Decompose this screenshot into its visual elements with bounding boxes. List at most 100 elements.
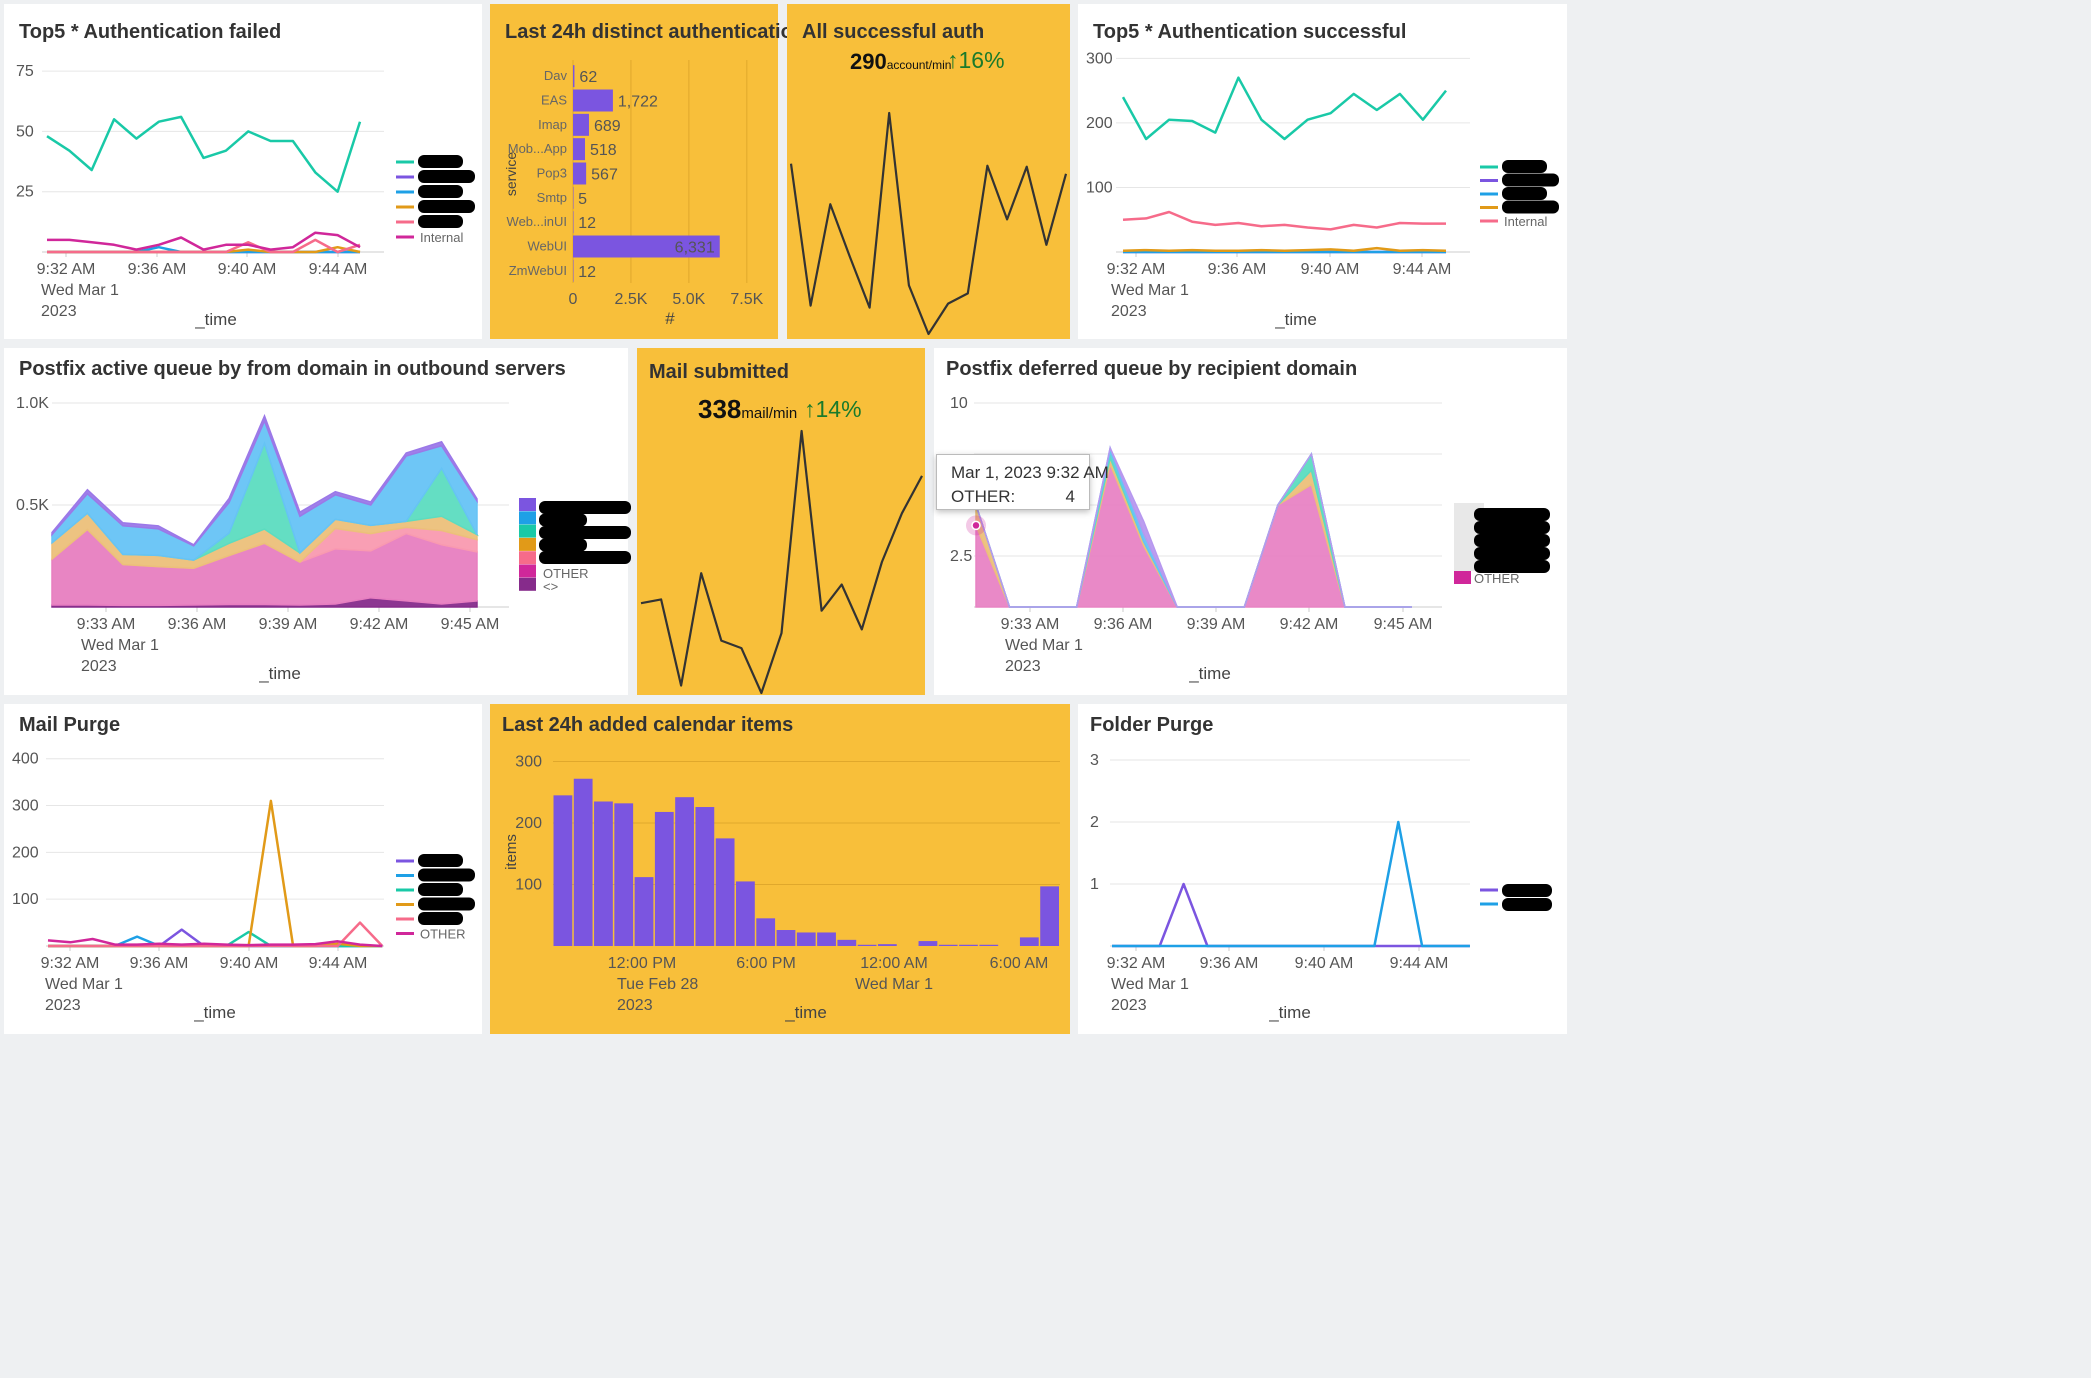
tooltip-time: Mar 1, 2023 9:32 AM bbox=[951, 463, 1109, 482]
y-tick-label: 200 bbox=[12, 844, 39, 861]
trend-indicator: ↑16% bbox=[947, 47, 1005, 74]
y-tick-label: 2.5 bbox=[950, 548, 972, 565]
legend-swatch bbox=[519, 511, 536, 525]
x-tick-label: 12:00 PM bbox=[608, 955, 676, 972]
bar-value-label: 12 bbox=[578, 264, 596, 281]
x-axis-title: # bbox=[665, 309, 675, 328]
y-axis-title: items bbox=[503, 834, 520, 870]
y-category-label: Imap bbox=[538, 117, 567, 132]
calendar-chart[interactable]: 300 200 100 12:00 PM Tue Feb 28 2023 6:00 PM 12… bbox=[490, 704, 1070, 1034]
bar-Imap bbox=[573, 113, 589, 136]
y-category-label: Web...inUI bbox=[507, 214, 567, 229]
x-tick-label: 9:32 AM bbox=[1107, 955, 1166, 972]
x-axis-title: _time bbox=[1268, 1003, 1311, 1022]
x-tick-label: 9:32 AM bbox=[1107, 261, 1166, 278]
x-tick-label: 9:40 AM bbox=[1301, 261, 1360, 278]
panel-auth-success: Top5 * Authentication successful 300 200 1… bbox=[1078, 4, 1567, 339]
x-tick-label: 6:00 AM bbox=[990, 955, 1049, 972]
y-tick-label: 200 bbox=[1086, 115, 1113, 132]
legend-label: <> bbox=[543, 579, 558, 594]
bar-18:00 bbox=[715, 838, 735, 946]
bar-Dav bbox=[573, 65, 575, 88]
x-tick-label: 9:45 AM bbox=[441, 616, 500, 633]
y-tick-label: 200 bbox=[515, 815, 542, 832]
x-axis-title: _time bbox=[193, 1003, 236, 1022]
y-category-label: WebUI bbox=[528, 239, 568, 254]
y-tick-label: 3 bbox=[1090, 752, 1099, 769]
all-auth-sparkline[interactable] bbox=[787, 4, 1070, 339]
bar-value-label: 6,331 bbox=[675, 240, 715, 257]
series-line-series4 bbox=[1122, 246, 1447, 252]
x-tick-label: 0 bbox=[569, 291, 578, 308]
x-tick-year: 2023 bbox=[1005, 658, 1041, 675]
panel-postfix-deferred: Postfix deferred queue by recipient doma… bbox=[934, 348, 1567, 695]
bar-23:00 bbox=[817, 932, 836, 946]
auth-success-chart[interactable]: 300 200 100 9:32 AM Wed Mar 1 2023 9:36 AM 9:40… bbox=[1078, 4, 1567, 339]
x-tick-label: 9:36 AM bbox=[1208, 261, 1267, 278]
y-tick-label: 75 bbox=[16, 63, 34, 80]
x-tick-year: 2023 bbox=[81, 658, 117, 675]
area-series_purple bbox=[975, 445, 1412, 608]
bar-value-label: 1,722 bbox=[618, 94, 658, 111]
panel-title: Folder Purge bbox=[1090, 714, 1214, 736]
postfix-deferred-chart[interactable]: 10 2.5 9:33 AM Wed Mar 1 2023 9:36 AM 9:39 AM 9… bbox=[934, 348, 1567, 695]
legend-redacted-label bbox=[418, 170, 475, 183]
y-tick-label: 0.5K bbox=[16, 497, 49, 514]
x-tick-label: 9:36 AM bbox=[1200, 955, 1259, 972]
y-tick-label: 50 bbox=[16, 123, 34, 140]
auth-failed-chart[interactable]: 75 50 25 9:32 AM Wed Mar 1 2023 9:36 AM 9:40 AM… bbox=[4, 4, 482, 339]
y-axis-title: service bbox=[503, 152, 519, 197]
y-tick-label: 300 bbox=[1086, 50, 1113, 67]
x-tick-label: 9:44 AM bbox=[309, 955, 368, 972]
y-tick-label: 1.0K bbox=[16, 395, 49, 412]
legend-redacted-label bbox=[1502, 898, 1552, 911]
bar-07:00 bbox=[979, 944, 999, 946]
series-line-series2 bbox=[1112, 820, 1470, 948]
bar-16:00 bbox=[675, 797, 694, 946]
bar-09:00 bbox=[1019, 937, 1039, 946]
panel-all-auth: All successful auth 290account/min ↑16% bbox=[787, 4, 1070, 339]
panel-title: Postfix active queue by from domain in o… bbox=[19, 358, 566, 380]
postfix-active-chart[interactable]: 1.0K 0.5K 9:33 AM Wed Mar 1 2023 9:36 AM 9:39 … bbox=[4, 348, 631, 695]
y-category-label: Mob...App bbox=[508, 141, 567, 156]
y-tick-label: 1 bbox=[1090, 876, 1099, 893]
legend-redacted-label bbox=[1474, 534, 1550, 547]
legend-redacted-label bbox=[1502, 160, 1547, 173]
bar-12:00 bbox=[594, 801, 613, 946]
y-category-label: Pop3 bbox=[537, 166, 567, 181]
mail-submitted-sparkline[interactable] bbox=[637, 348, 925, 695]
panel-calendar: Last 24h added calendar items 300 200 100 1… bbox=[490, 704, 1070, 1034]
trend-value: 14% bbox=[815, 396, 862, 422]
bar-value-label: 518 bbox=[590, 142, 617, 159]
x-tick-label: 5.0K bbox=[672, 291, 705, 308]
distinct-auth-chart[interactable]: 0 2.5K 5.0K 7.5K Dav 62 EAS 1,722 Imap 689 Mob...A… bbox=[490, 4, 778, 339]
x-tick-label: 9:39 AM bbox=[259, 616, 318, 633]
panel-auth-failed: Top5 * Authentication failed 75 50 25 9:32 … bbox=[4, 4, 482, 339]
legend-redacted-label bbox=[1474, 508, 1550, 521]
x-tick-label: 12:00 AM bbox=[860, 955, 928, 972]
area-series_purple bbox=[51, 413, 478, 547]
bar-06:00 bbox=[959, 944, 978, 946]
x-tick-label: 9:44 AM bbox=[309, 261, 368, 278]
panel-title: Mail Purge bbox=[19, 714, 121, 736]
bar-14:00 bbox=[634, 877, 654, 946]
bar-05:00 bbox=[938, 944, 958, 946]
legend-swatch bbox=[519, 498, 536, 511]
bar-13:00 bbox=[614, 803, 634, 946]
mail-purge-chart[interactable]: 400 300 200 100 9:32 AM Wed Mar 1 2023 9:36 AM 9… bbox=[4, 704, 482, 1034]
legend-redacted-label bbox=[539, 551, 631, 564]
legend-redacted-label bbox=[1474, 547, 1550, 560]
panel-title: Top5 * Authentication failed bbox=[19, 21, 282, 43]
x-tick-year: 2023 bbox=[617, 997, 653, 1014]
folder-purge-chart[interactable]: 3 2 1 9:32 AM Wed Mar 1 2023 9:36 AM 9:40 AM 9:4… bbox=[1078, 704, 1567, 1034]
bar-EAS bbox=[573, 89, 613, 112]
x-tick-label: 9:42 AM bbox=[1280, 616, 1339, 633]
bar-value-label: 689 bbox=[594, 118, 621, 135]
bar-00:00 bbox=[837, 939, 857, 946]
bar-20:00 bbox=[756, 918, 776, 946]
y-tick-label: 300 bbox=[515, 754, 542, 771]
panel-mail-purge: Mail Purge 400 300 200 100 9:32 AM Wed Mar 1 2… bbox=[4, 704, 482, 1034]
y-tick-label: 10 bbox=[950, 395, 968, 412]
x-tick-label: 9:33 AM bbox=[1001, 616, 1060, 633]
tooltip-row: OTHER: 4 bbox=[951, 487, 1075, 507]
